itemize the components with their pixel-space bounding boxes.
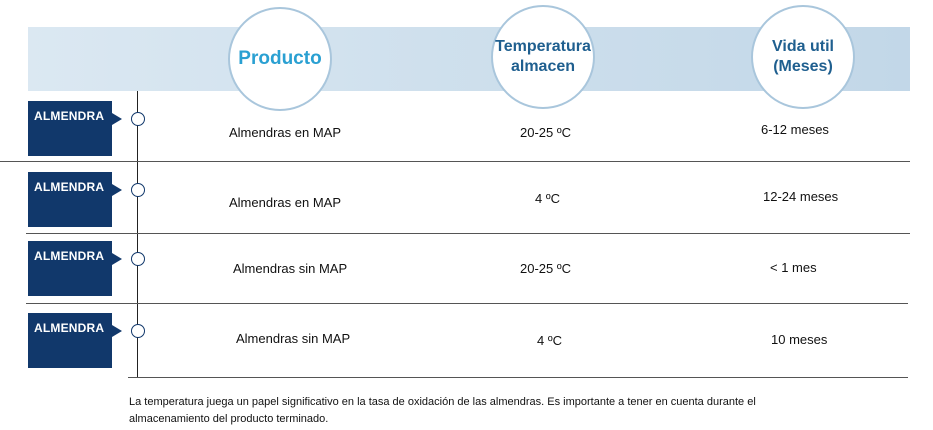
tag-arrow-icon <box>112 325 122 337</box>
header-vida-circle: Vida util (Meses) <box>751 5 855 109</box>
timeline-dot-icon <box>131 183 145 197</box>
footer-line-2: almacenamiento del producto terminado. <box>129 412 329 425</box>
header-temperatura-line1: Temperatura <box>495 38 591 55</box>
header-vida-line2: (Meses) <box>773 58 833 75</box>
timeline-dot-icon <box>131 252 145 266</box>
almendra-tag: ALMENDRA <box>28 172 112 227</box>
almendra-tag: ALMENDRA <box>28 241 112 296</box>
footer-note: La temperatura juega un papel significat… <box>129 394 849 427</box>
header-temperatura-line2: almacen <box>510 58 576 75</box>
row-divider <box>128 377 908 378</box>
footer-line-1: La temperatura juega un papel significat… <box>129 396 756 408</box>
header-temperatura-circle: Temperatura almacen <box>491 5 595 109</box>
temperatura-cell: 20-25 ºC <box>520 125 571 140</box>
producto-cell: Almendras en MAP <box>229 195 341 210</box>
tag-arrow-icon <box>112 253 122 265</box>
row-divider <box>26 233 910 234</box>
header-vida-line1: Vida util <box>772 38 834 55</box>
producto-cell: Almendras en MAP <box>229 125 341 140</box>
row-divider <box>26 303 908 304</box>
vida-cell: < 1 mes <box>770 260 817 275</box>
vida-cell: 6-12 meses <box>761 122 829 137</box>
producto-cell: Almendras sin MAP <box>236 331 351 346</box>
temperatura-cell: 20-25 ºC <box>520 261 571 276</box>
header-producto-label: Producto <box>238 48 322 70</box>
timeline-line <box>137 91 138 378</box>
producto-cell: Almendras sin MAP <box>233 261 348 276</box>
tag-arrow-icon <box>112 113 122 125</box>
vida-cell: 10 meses <box>771 332 828 347</box>
vida-cell: 12-24 meses <box>763 189 839 204</box>
timeline-dot-icon <box>131 324 145 338</box>
temperatura-cell: 4 ºC <box>535 191 560 206</box>
timeline-dot-icon <box>131 112 145 126</box>
almendra-tag: ALMENDRA <box>28 313 112 368</box>
header-producto-circle: Producto <box>228 7 332 111</box>
almendra-tag: ALMENDRA <box>28 101 112 156</box>
tag-arrow-icon <box>112 184 122 196</box>
temperatura-cell: 4 ºC <box>537 333 562 348</box>
row-divider <box>0 161 910 162</box>
